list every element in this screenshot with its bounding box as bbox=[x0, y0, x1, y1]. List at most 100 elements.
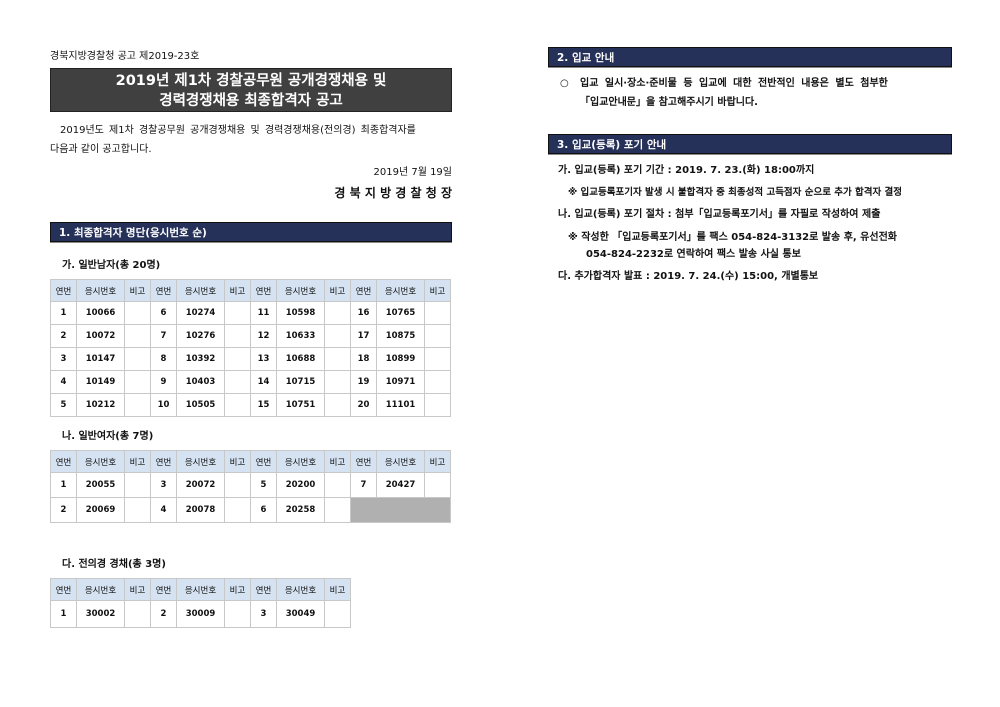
remark-cell bbox=[224, 370, 251, 394]
exam-number-cell: 10066 bbox=[76, 301, 125, 325]
exam-number-cell: 10598 bbox=[276, 301, 325, 325]
column-header: 연번 bbox=[50, 279, 77, 302]
exam-number-cell: 10147 bbox=[76, 347, 125, 371]
column-header: 연번 bbox=[250, 578, 277, 601]
exam-number-cell: 20069 bbox=[76, 497, 125, 523]
table-row: 2 20069 4 20078 6 20258 bbox=[50, 497, 451, 523]
exam-number-cell: 10971 bbox=[376, 370, 425, 394]
exam-number-cell: 20427 bbox=[376, 472, 425, 498]
remark-cell bbox=[124, 370, 151, 394]
male-title: 가. 일반남자(총 20명) bbox=[62, 260, 161, 271]
remark-cell bbox=[124, 600, 151, 628]
column-header: 비고 bbox=[324, 279, 351, 302]
seq-cell: 11 bbox=[250, 301, 277, 325]
female-title: 나. 일반여자(총 7명) bbox=[62, 431, 154, 442]
remark-cell bbox=[224, 393, 251, 417]
exam-number-cell: 20072 bbox=[176, 472, 225, 498]
exam-number-cell: 20200 bbox=[276, 472, 325, 498]
exam-number-cell: 10765 bbox=[376, 301, 425, 325]
seq-cell: 4 bbox=[50, 370, 77, 394]
remark-cell bbox=[324, 324, 351, 348]
seq-cell: 1 bbox=[50, 301, 77, 325]
exam-number-cell: 10633 bbox=[276, 324, 325, 348]
section1-header: 1. 최종합격자 명단(응시번호 순) bbox=[50, 222, 452, 242]
column-header: 응시번호 bbox=[276, 578, 325, 601]
column-header: 응시번호 bbox=[376, 279, 425, 302]
remark-cell bbox=[424, 347, 451, 371]
column-header: 응시번호 bbox=[76, 578, 125, 601]
remark-cell bbox=[424, 393, 451, 417]
remark-cell bbox=[124, 393, 151, 417]
veteran-table: 연번 응시번호 비고 연번 응시번호 비고 연번 응시번호 비고 1 30002 2 30009 3 300… bbox=[50, 578, 351, 628]
female-table: 연번 응시번호 비고 연번 응시번호 비고 연번 응시번호 비고 연번 응시번호 비고 1 20055 3 2… bbox=[50, 450, 451, 523]
column-header: 비고 bbox=[324, 578, 351, 601]
column-header: 응시번호 bbox=[176, 450, 225, 473]
exam-number-cell: 10505 bbox=[176, 393, 225, 417]
column-header: 비고 bbox=[124, 578, 151, 601]
seq-cell: 7 bbox=[150, 324, 177, 348]
column-header: 응시번호 bbox=[176, 279, 225, 302]
remark-cell bbox=[224, 347, 251, 371]
remark-cell bbox=[224, 497, 251, 523]
notice-number: 경북지방경찰청 공고 제2019-23호 bbox=[50, 51, 200, 62]
column-header: 비고 bbox=[224, 450, 251, 473]
column-header: 비고 bbox=[224, 578, 251, 601]
column-header: 연번 bbox=[150, 450, 177, 473]
exam-number-cell: 10688 bbox=[276, 347, 325, 371]
remark-cell bbox=[224, 472, 251, 498]
seq-cell: 6 bbox=[150, 301, 177, 325]
exam-number-cell: 20258 bbox=[276, 497, 325, 523]
exam-number-cell: 10276 bbox=[176, 324, 225, 348]
section3-body: 가. 입교(등록) 포기 기간 : 2019. 7. 23.(화) 18:00까… bbox=[558, 165, 903, 282]
column-header: 비고 bbox=[224, 279, 251, 302]
empty-cell bbox=[350, 497, 451, 523]
exam-number-cell: 10403 bbox=[176, 370, 225, 394]
seq-cell: 17 bbox=[350, 324, 377, 348]
remark-cell bbox=[124, 497, 151, 523]
exam-number-cell: 20078 bbox=[176, 497, 225, 523]
exam-number-cell: 10274 bbox=[176, 301, 225, 325]
exam-number-cell: 10072 bbox=[76, 324, 125, 348]
remark-cell bbox=[424, 472, 451, 498]
intro-text: 2019년도 제1차 경찰공무원 공개경쟁채용 및 경력경쟁채용(전의경) 최종… bbox=[50, 125, 416, 155]
seq-cell: 15 bbox=[250, 393, 277, 417]
table-header-row: 연번 응시번호 비고 연번 응시번호 비고 연번 응시번호 비고 연번 응시번호 비고 bbox=[50, 450, 451, 473]
remark-cell bbox=[124, 472, 151, 498]
notice-date: 2019년 7월 19일 bbox=[373, 167, 453, 178]
section2-body: ○ 입교 일시·장소·준비물 등 입교에 대한 전반적인 내용은 별도 첨부한 「… bbox=[560, 78, 888, 108]
table-row: 2 10072 7 10276 12 10633 17 10875 bbox=[50, 324, 451, 348]
exam-number-cell: 30049 bbox=[276, 600, 325, 628]
section2-header: 2. 입교 안내 bbox=[548, 47, 952, 67]
seq-cell: 2 bbox=[50, 497, 77, 523]
table-header-row: 연번 응시번호 비고 연번 응시번호 비고 연번 응시번호 비고 연번 응시번호 비고 bbox=[50, 279, 451, 302]
remark-cell bbox=[424, 370, 451, 394]
remark-cell bbox=[224, 600, 251, 628]
remark-cell bbox=[324, 472, 351, 498]
seq-cell: 4 bbox=[150, 497, 177, 523]
seq-cell: 1 bbox=[50, 600, 77, 628]
remark-cell bbox=[324, 497, 351, 523]
column-header: 연번 bbox=[250, 450, 277, 473]
table-row: 1 30002 2 30009 3 30049 bbox=[50, 600, 351, 628]
remark-cell bbox=[224, 324, 251, 348]
column-header: 비고 bbox=[324, 450, 351, 473]
section3-header: 3. 입교(등록) 포기 안내 bbox=[548, 134, 952, 154]
seq-cell: 19 bbox=[350, 370, 377, 394]
remark-cell bbox=[424, 301, 451, 325]
table-row: 4 10149 9 10403 14 10715 19 10971 bbox=[50, 370, 451, 394]
exam-number-cell: 10212 bbox=[76, 393, 125, 417]
remark-cell bbox=[324, 370, 351, 394]
exam-number-cell: 10392 bbox=[176, 347, 225, 371]
remark-cell bbox=[324, 393, 351, 417]
column-header: 연번 bbox=[150, 279, 177, 302]
remark-cell bbox=[424, 324, 451, 348]
column-header: 응시번호 bbox=[76, 450, 125, 473]
seq-cell: 10 bbox=[150, 393, 177, 417]
seq-cell: 18 bbox=[350, 347, 377, 371]
exam-number-cell: 10875 bbox=[376, 324, 425, 348]
column-header: 연번 bbox=[250, 279, 277, 302]
exam-number-cell: 30009 bbox=[176, 600, 225, 628]
column-header: 연번 bbox=[50, 578, 77, 601]
column-header: 응시번호 bbox=[276, 450, 325, 473]
seq-cell: 14 bbox=[250, 370, 277, 394]
